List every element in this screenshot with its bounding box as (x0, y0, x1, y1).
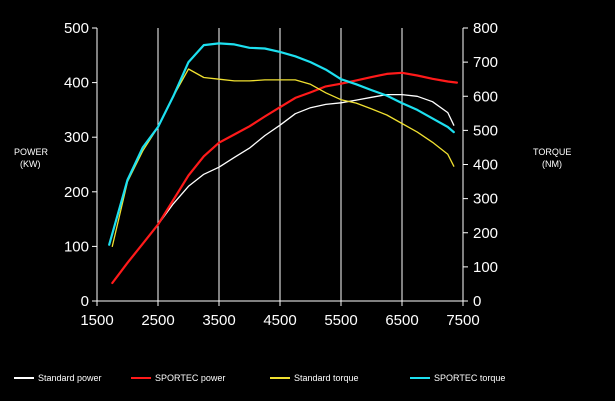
left-tick-label: 0 (81, 293, 89, 310)
x-tick-label: 1500 (80, 312, 113, 329)
right-axis-title-line1: TORQUE (533, 147, 571, 157)
left-tick-label: 100 (64, 238, 89, 255)
axes (92, 27, 468, 306)
left-tick-label: 300 (64, 129, 89, 146)
right-axis-tick-labels: 0 100 200 300 400 500 600 700 800 (473, 20, 498, 310)
legend-label-standard-torque: Standard torque (294, 373, 359, 383)
right-tick-label: 600 (473, 88, 498, 105)
left-tick-label: 200 (64, 184, 89, 201)
x-tick-label: 7500 (446, 312, 479, 329)
x-axis-tick-labels: 1500 2500 3500 4500 5500 6500 7500 (80, 312, 479, 329)
legend: Standard power SPORTEC power Standard torq… (14, 373, 505, 383)
x-tick-label: 5500 (324, 312, 357, 329)
right-tick-label: 300 (473, 191, 498, 208)
right-tick-label: 700 (473, 54, 498, 71)
left-axis-tick-labels: 0 100 200 300 400 500 (64, 20, 89, 310)
series-line-sportec-power (111, 71, 458, 285)
right-tick-label: 100 (473, 259, 498, 276)
left-tick-label: 500 (64, 20, 89, 37)
left-axis-title-line1: POWER (14, 147, 49, 157)
series-line-standard-power (111, 93, 455, 284)
x-tick-label: 4500 (263, 312, 296, 329)
x-tick-label: 3500 (202, 312, 235, 329)
right-tick-label: 200 (473, 225, 498, 242)
right-tick-label: 400 (473, 157, 498, 174)
legend-label-sportec-torque: SPORTEC torque (434, 373, 505, 383)
series-lines (108, 42, 458, 285)
x-tick-label: 2500 (141, 312, 174, 329)
right-tick-label: 500 (473, 122, 498, 139)
series-line-sportec-torque (108, 42, 455, 246)
right-tick-label: 800 (473, 20, 498, 37)
right-axis-title-line2: (NM) (542, 159, 562, 169)
legend-label-standard-power: Standard power (38, 373, 102, 383)
left-axis-title-line2: (KW) (20, 159, 41, 169)
x-tick-label: 6500 (385, 312, 418, 329)
legend-label-sportec-power: SPORTEC power (155, 373, 225, 383)
left-tick-label: 400 (64, 75, 89, 92)
right-tick-label: 0 (473, 293, 481, 310)
